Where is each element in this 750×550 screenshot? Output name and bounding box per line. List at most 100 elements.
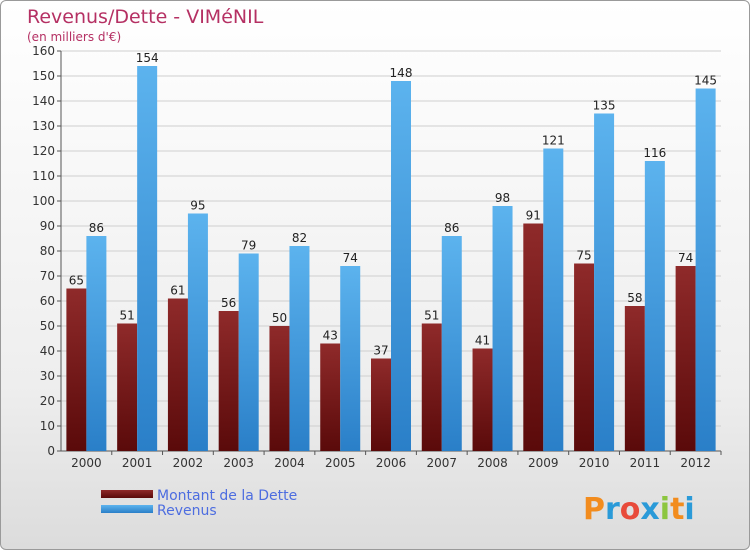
bar-revenus [289,246,310,451]
y-tick-label: 100 [32,194,55,208]
y-tick-label: 140 [32,94,55,108]
bar-revenus [492,206,513,451]
x-tick-label: 2011 [630,456,661,470]
value-label-dette: 74 [678,251,693,265]
logo-letter: x [640,492,659,527]
value-label-revenus: 79 [241,239,256,253]
bar-revenus [594,113,615,451]
value-label-dette: 50 [272,311,287,325]
logo-letter: t [670,492,684,527]
value-label-dette: 91 [526,209,541,223]
bar-revenus [695,88,716,451]
proxiti-logo: Proxiti [583,492,695,527]
chart-title: Revenus/Dette - VIMéNIL [27,6,264,28]
y-tick-label: 130 [32,119,55,133]
value-label-dette: 41 [475,334,490,348]
bar-revenus [441,236,462,451]
bar-dette [421,323,442,451]
legend-label-debt: Montant de la Dette [157,488,297,504]
x-tick-label: 2002 [173,456,204,470]
value-label-revenus: 148 [390,66,413,80]
y-tick-label: 40 [40,344,55,358]
logo-letter: r [605,492,620,527]
bar-revenus [644,161,665,451]
y-tick-label: 110 [32,169,55,183]
value-label-revenus: 116 [643,146,666,160]
value-label-dette: 75 [576,249,591,263]
y-tick-label: 20 [40,394,55,408]
y-tick-label: 70 [40,269,55,283]
bar-dette [472,348,493,451]
value-labels: 65 86 51 154 61 95 56 79 50 82 43 74 37 148 51 86 41 98 91… [69,51,717,358]
bar-revenus [137,66,158,451]
bar-revenus [391,81,411,451]
value-label-revenus: 82 [292,231,307,245]
value-label-revenus: 145 [694,74,717,88]
value-label-revenus: 86 [444,221,459,235]
bar-revenus [86,236,107,451]
bar-dette [320,343,341,451]
bar-dette [624,306,645,451]
chart-subtitle: (en milliers d'€) [27,30,121,44]
value-label-dette: 65 [69,274,84,288]
logo-letter: o [620,492,641,527]
y-tick-label: 80 [40,244,55,258]
x-tick-label: 2004 [274,456,305,470]
bar-dette [167,298,188,451]
bar-dette [574,263,595,451]
value-label-dette: 37 [373,344,388,358]
value-label-dette: 61 [170,284,185,298]
value-label-dette: 58 [627,291,642,305]
y-tick-label: 10 [40,419,55,433]
legend-swatch-revenus [101,505,153,513]
y-tick-label: 120 [32,144,55,158]
value-label-dette: 51 [424,309,439,323]
value-label-revenus: 74 [343,251,358,265]
y-tick-label: 160 [32,44,55,58]
x-tick-label: 2003 [223,456,254,470]
bars [66,66,716,451]
bar-dette [218,311,239,451]
logo-letter: i [684,492,694,527]
x-tick-label: 2008 [477,456,508,470]
x-tick-label: 2005 [325,456,356,470]
y-tick-label: 60 [40,294,55,308]
legend-label-revenus: Revenus [157,503,217,519]
y-tick-label: 30 [40,369,55,383]
bar-dette [269,326,290,451]
value-label-revenus: 121 [542,134,565,148]
value-label-revenus: 86 [89,221,104,235]
legend: Montant de la Dette Revenus [101,488,297,519]
logo-letter: P [583,492,605,527]
bar-revenus [238,253,259,451]
value-label-revenus: 154 [136,51,159,65]
x-tick-label: 2006 [376,456,407,470]
x-tick-label: 2009 [528,456,559,470]
y-tick-label: 150 [32,69,55,83]
bar-dette [675,266,696,451]
x-tick-label: 2001 [122,456,153,470]
value-label-revenus: 98 [495,191,510,205]
bar-revenus [543,148,564,451]
bar-dette [66,288,87,451]
value-label-dette: 43 [323,329,338,343]
x-tick-label: 2010 [579,456,610,470]
x-tick-label: 2000 [71,456,102,470]
y-tick-label: 50 [40,319,55,333]
logo-letter: i [660,492,670,527]
y-tick-label: 0 [47,444,55,458]
bar-revenus [187,213,208,451]
y-tick-label: 90 [40,219,55,233]
bar-dette [117,323,138,451]
x-tick-label: 2012 [680,456,711,470]
value-label-revenus: 95 [190,199,205,213]
value-label-dette: 56 [221,296,236,310]
value-label-revenus: 135 [593,99,616,113]
value-label-dette: 51 [120,309,135,323]
x-tick-label: 2007 [426,456,457,470]
bar-dette [371,358,391,451]
bar-dette [523,223,544,451]
legend-swatch-debt [101,490,153,498]
